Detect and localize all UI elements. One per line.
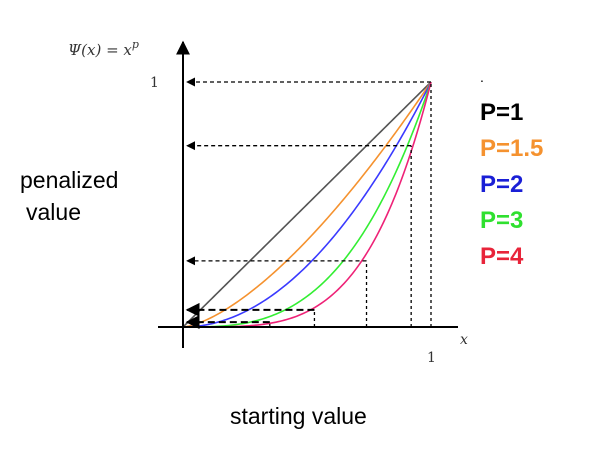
legend-entry-p-3: P=3: [480, 207, 523, 234]
y-tick-label: 1: [150, 75, 159, 91]
series-line-p-1: [182, 81, 432, 328]
x-axis-symbol: x: [460, 332, 468, 348]
legend-entry-p-1-5: P=1.5: [480, 135, 543, 162]
legend-entry-p-1: P=1: [480, 99, 523, 126]
series-line-p-3: [183, 81, 432, 328]
legend-entry-p-2: P=2: [480, 171, 523, 198]
legend: P=1 P=1.5 P=2 P=3 P=4: [480, 99, 543, 270]
x-tick-label: 1: [427, 350, 436, 366]
guides-layer: [185, 77, 432, 330]
function-label: Ψ(x) = xp: [68, 38, 139, 59]
y-axis-title-line2: value: [26, 199, 81, 225]
x-axis-title: starting value: [230, 403, 367, 429]
curves-layer: [182, 81, 432, 328]
legend-entry-p-4: P=4: [480, 243, 524, 270]
y-axis-title-line1: penalized: [20, 167, 118, 193]
legend-dot: .: [480, 69, 484, 85]
series-line-p-2: [182, 81, 432, 328]
